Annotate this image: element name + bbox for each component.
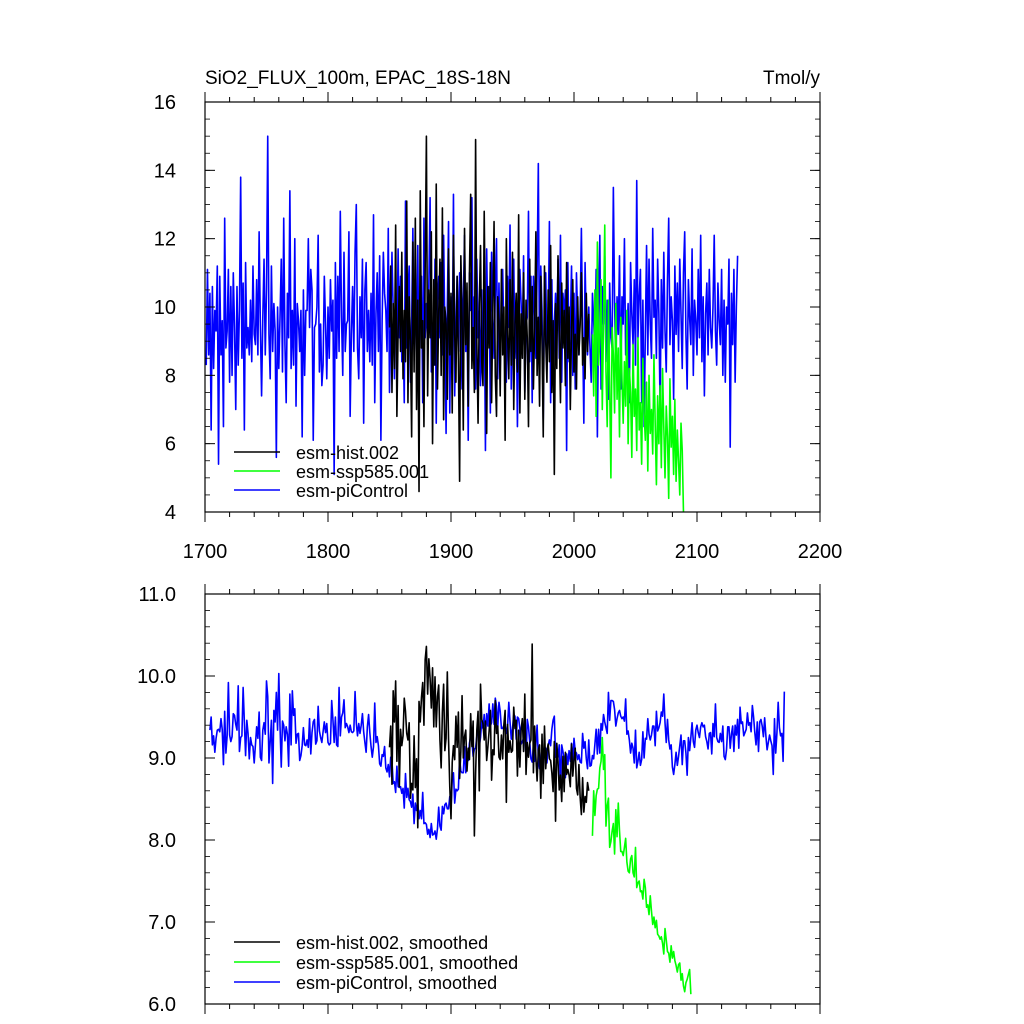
series-group	[209, 643, 786, 995]
y-tick-label: 10.0	[137, 666, 176, 688]
y-tick-label: 9.0	[148, 748, 176, 770]
series-line-esm-picontrol	[205, 135, 739, 476]
x-tick-label: 1700	[183, 541, 228, 563]
series-line-esm-hist-002-smoothed	[388, 643, 590, 837]
series-line-esm-hist-002	[388, 135, 590, 493]
legend-label: esm-ssp585.001	[296, 462, 429, 482]
series-line-esm-ssp585-001	[591, 224, 685, 512]
y-tick-label: 12	[154, 229, 176, 251]
y-tick-label: 10	[154, 297, 176, 319]
legend-label: esm-hist.002, smoothed	[296, 933, 488, 953]
legend-label: esm-hist.002	[296, 443, 399, 463]
x-tick-label: 2100	[675, 541, 720, 563]
y-tick-label: 7.0	[148, 912, 176, 934]
y-tick-label: 8	[165, 365, 176, 387]
y-tick-label: 4	[165, 502, 176, 524]
legend-label: esm-piControl, smoothed	[296, 973, 497, 993]
series-line-esm-picontrol-smoothed	[209, 672, 786, 840]
y-tick-label: 14	[154, 160, 176, 182]
series-group	[205, 135, 739, 512]
series-line-esm-ssp585-001-smoothed	[591, 736, 692, 995]
plot-frame	[204, 593, 821, 1005]
x-tick-label: 1800	[306, 541, 351, 563]
y-tick-label: 16	[154, 92, 176, 114]
legend-label: esm-piControl	[296, 481, 408, 501]
chart-title: SiO2_FLUX_100m, EPAC_18S-18N	[205, 68, 511, 89]
x-tick-label: 2200	[798, 541, 843, 563]
chart-units: Tmol/y	[763, 68, 821, 89]
y-tick-label: 6	[165, 434, 176, 456]
y-tick-label: 8.0	[148, 830, 176, 852]
legend-label: esm-ssp585.001, smoothed	[296, 953, 518, 973]
panel-1: 4 6 8 10 12 14 16 1700 1800 1900 2000 2100 2200 SiO2_…	[154, 68, 843, 563]
panel-2: 6.0 7.0 8.0 9.0 10.0 11.0 esm-hist.002, smooth…	[137, 584, 821, 1016]
x-tick-label: 2000	[552, 541, 597, 563]
y-tick-label: 6.0	[148, 994, 176, 1016]
x-tick-label: 1900	[429, 541, 474, 563]
y-tick-label: 11.0	[139, 584, 176, 606]
